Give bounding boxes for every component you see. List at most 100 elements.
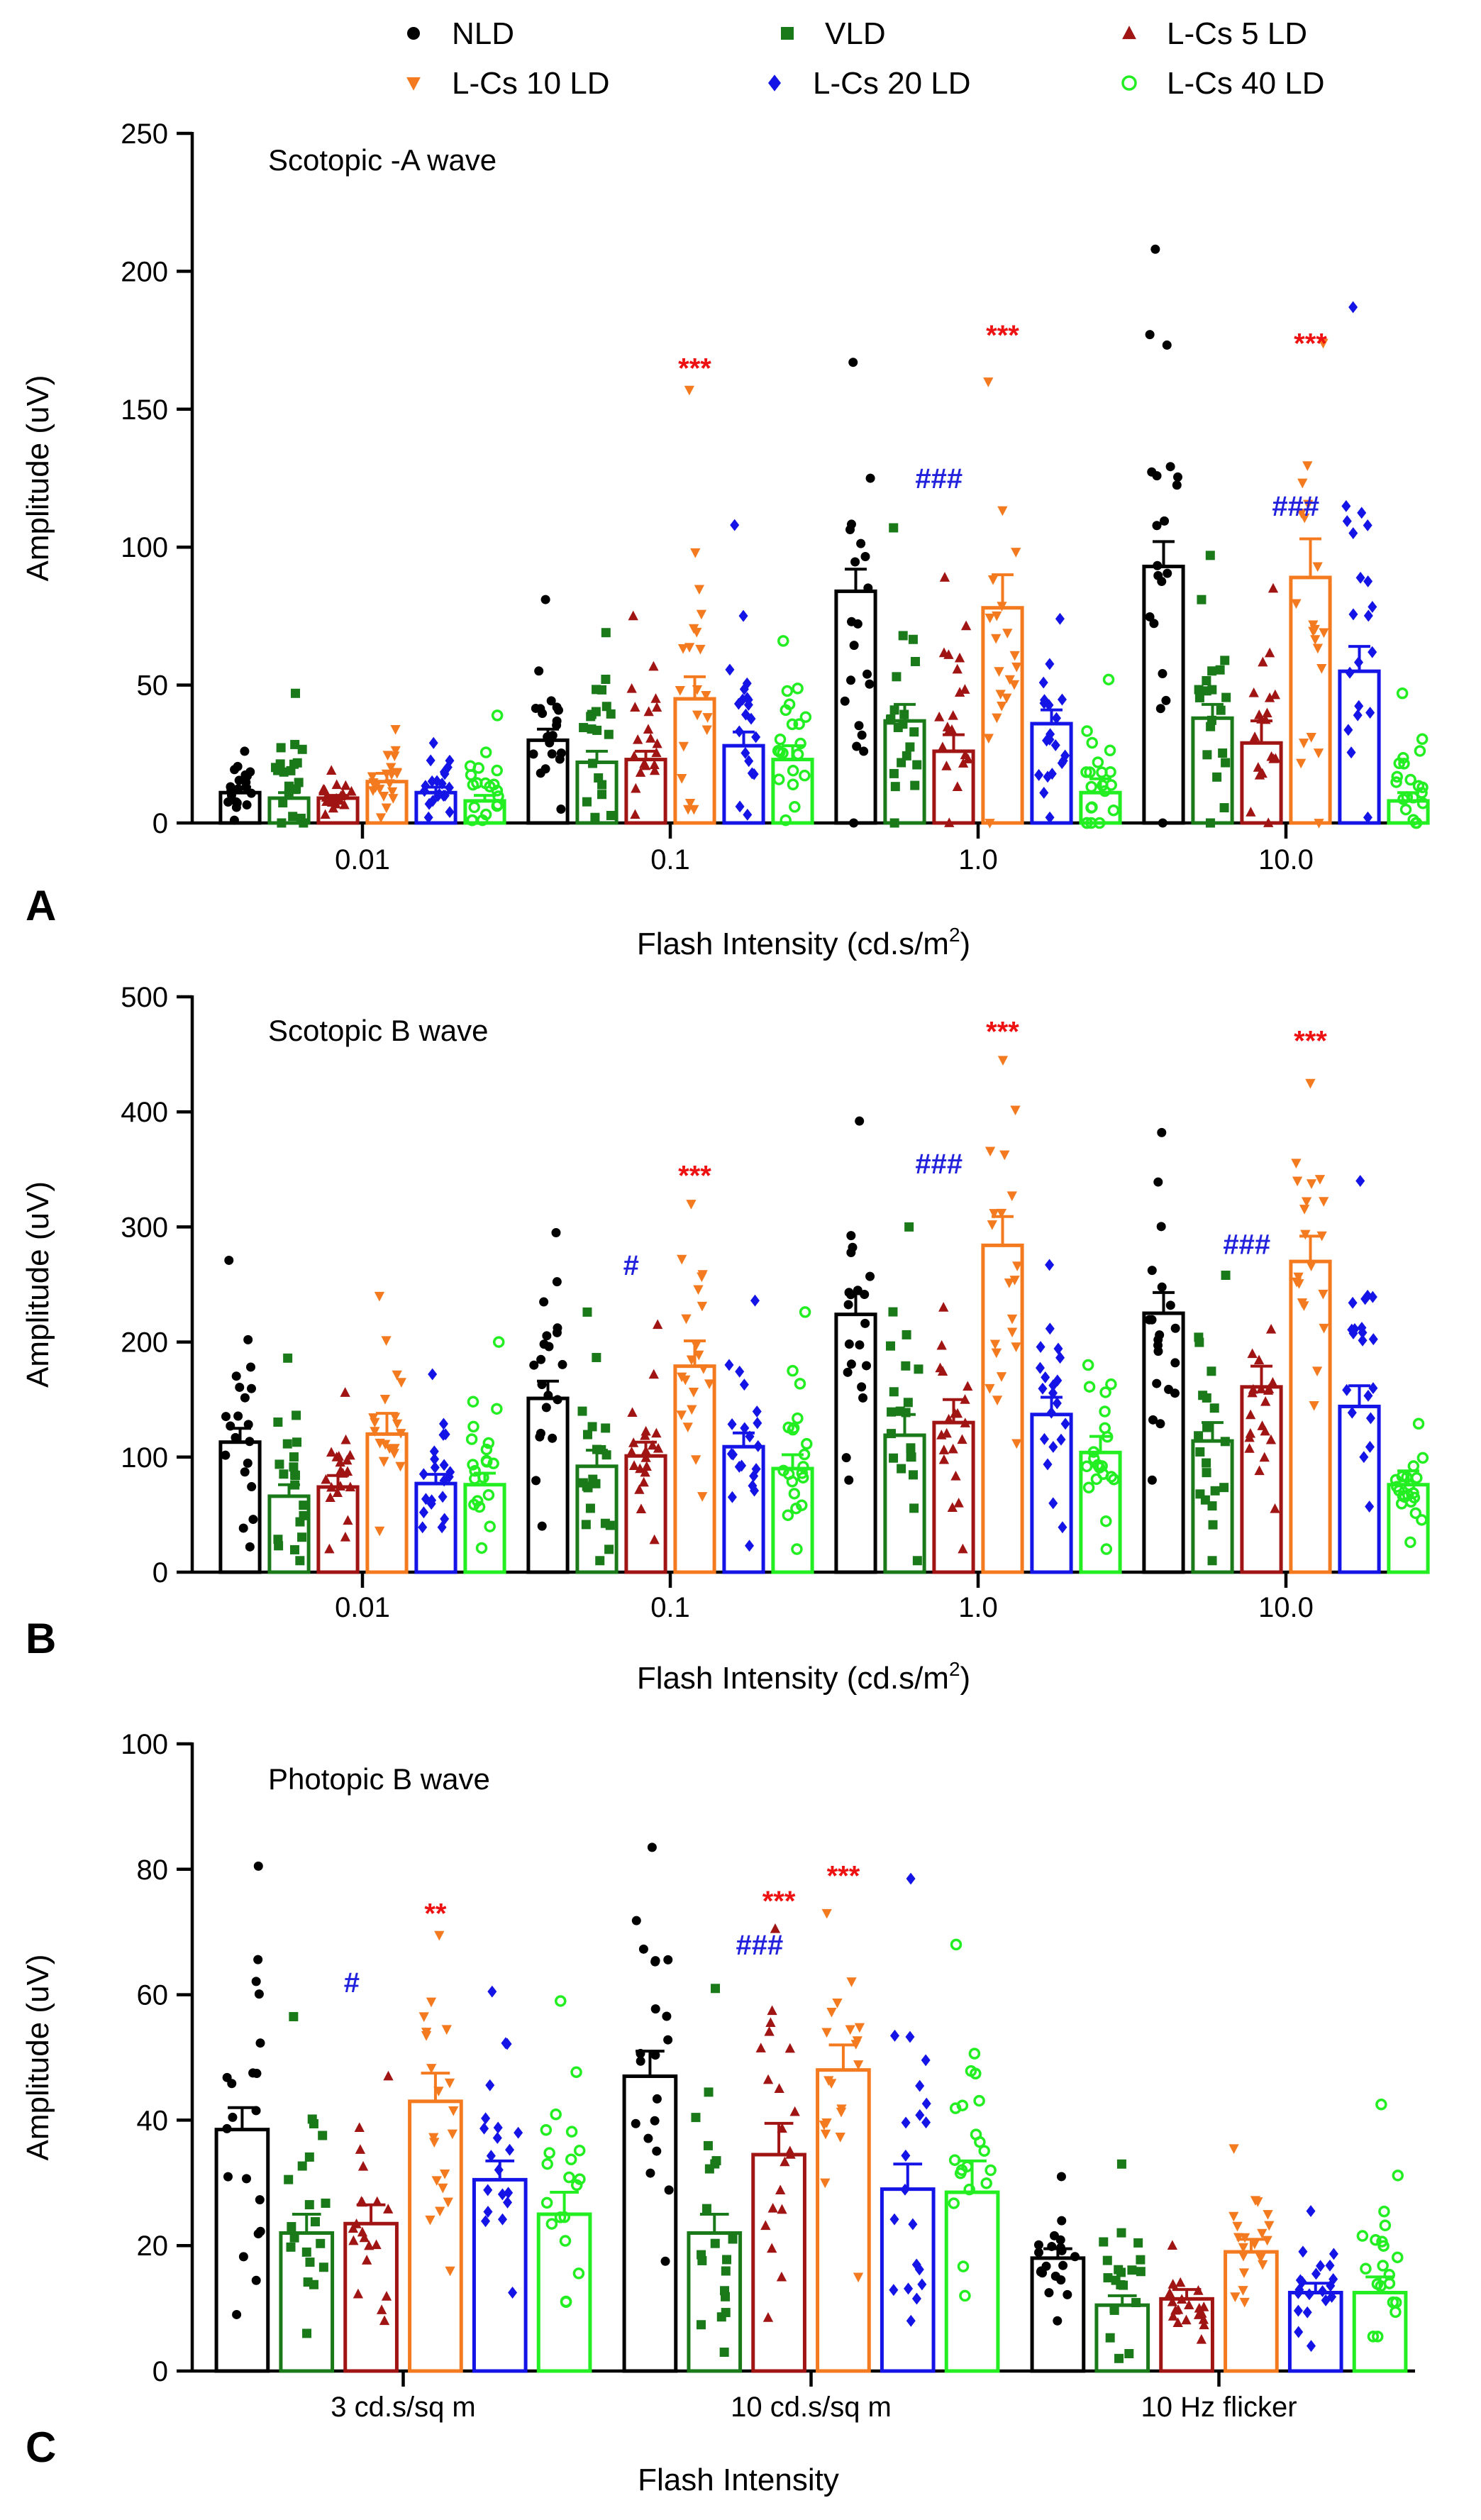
data-point: [792, 682, 804, 695]
data-point: [430, 1453, 440, 1466]
data-point: [1230, 2292, 1241, 2302]
data-point: [947, 1502, 958, 1513]
data-point: [597, 790, 607, 800]
data-point: [389, 751, 400, 762]
data-point: [241, 2174, 251, 2184]
data-point: [297, 744, 307, 754]
data-point: [722, 2255, 732, 2265]
data-point: [960, 1394, 970, 1404]
data-point: [1316, 664, 1327, 674]
data-point: [696, 2320, 706, 2330]
data-point: [290, 739, 300, 749]
data-point: [468, 801, 480, 814]
data-point: [957, 2260, 970, 2272]
data-point: [355, 2144, 366, 2154]
data-point: [1266, 751, 1277, 761]
data-point: [1248, 687, 1259, 697]
data-point: [959, 2289, 971, 2302]
data-point: [1363, 811, 1372, 824]
data-point: [426, 1997, 437, 2008]
data-point: [228, 2112, 238, 2122]
panel-title: Scotopic B wave: [268, 1014, 489, 1047]
data-point: [1270, 1503, 1280, 1513]
data-point: [376, 2304, 387, 2314]
data-point: [502, 2038, 512, 2050]
data-point: [1053, 2316, 1063, 2326]
data-point: [232, 2309, 242, 2319]
data-point: [844, 1339, 854, 1349]
data-point: [855, 1340, 865, 1350]
data-point: [251, 2275, 261, 2285]
data-point: [1103, 2273, 1113, 2283]
data-point: [1196, 2334, 1207, 2344]
data-point: [1083, 1381, 1096, 1393]
data-point: [1416, 733, 1429, 745]
data-point: [902, 1330, 911, 1339]
bar: [771, 1466, 814, 1574]
data-point: [1238, 2251, 1249, 2262]
data-point: [725, 663, 735, 676]
data-point: [1311, 2267, 1321, 2280]
data-point: [973, 2094, 985, 2107]
data-point: [937, 741, 948, 751]
data-point: [636, 1503, 647, 1514]
data-point: [224, 1255, 234, 1265]
data-point: [693, 1285, 704, 1295]
data-point: [1368, 646, 1377, 658]
data-point: [392, 1370, 402, 1381]
data-point: [635, 767, 646, 777]
data-point: [1311, 1366, 1323, 1377]
legend-entry-l-cs-5-ld: L-Cs 5 LD: [1122, 16, 1307, 51]
data-point: [846, 1231, 856, 1241]
data-point: [983, 734, 994, 744]
data-point: [367, 772, 378, 783]
series-l-cs-20-ld: [472, 1872, 1343, 2373]
data-point: [238, 1523, 248, 1533]
data-point: [304, 2152, 314, 2162]
data-point: [832, 1998, 843, 2008]
bar: [816, 2068, 871, 2373]
data-point: [240, 746, 250, 756]
data-point: [1350, 1322, 1360, 1335]
significance-marker: ***: [678, 1160, 711, 1191]
legend-label-nld: NLD: [452, 16, 514, 51]
y-tick-label: 200: [121, 256, 168, 287]
data-point: [735, 1365, 745, 1378]
data-point: [1360, 2262, 1372, 2275]
data-point: [691, 2113, 701, 2123]
data-point: [953, 1497, 964, 1508]
series-l-cs-10-ld: [365, 1056, 1332, 1574]
data-point: [954, 652, 965, 663]
data-point: [848, 358, 858, 368]
data-point: [232, 798, 242, 808]
data-point: [601, 1423, 611, 1433]
data-point: [318, 2262, 328, 2272]
data-point: [1109, 2305, 1119, 2315]
data-point: [995, 690, 1006, 700]
data-point: [1392, 2251, 1404, 2264]
data-point: [1348, 1296, 1358, 1309]
data-point: [1293, 1272, 1304, 1283]
data-point: [889, 2213, 899, 2226]
data-point: [1181, 2314, 1192, 2325]
y-tick-label: 300: [121, 1212, 168, 1243]
y-axis-title: Amplitude (uV): [21, 1181, 55, 1388]
data-point: [221, 1450, 231, 1460]
data-point: [545, 2218, 558, 2230]
data-point: [1167, 2296, 1178, 2306]
data-point: [1363, 1289, 1372, 1302]
y-tick-label: 0: [152, 2356, 168, 2387]
data-point: [1033, 2240, 1043, 2250]
data-point: [1390, 776, 1402, 788]
data-point: [447, 2129, 458, 2140]
data-point: [254, 1989, 264, 1999]
data-point: [721, 2266, 731, 2276]
data-point: [1090, 1473, 1103, 1486]
data-point: [1360, 1293, 1370, 1305]
data-point: [1260, 1396, 1271, 1406]
data-point: [1265, 1323, 1277, 1334]
panel-letter: B: [26, 1615, 56, 1662]
data-point: [1265, 1434, 1277, 1444]
series-l-cs-40-ld: [536, 1938, 1408, 2373]
data-point: [636, 2056, 645, 2066]
